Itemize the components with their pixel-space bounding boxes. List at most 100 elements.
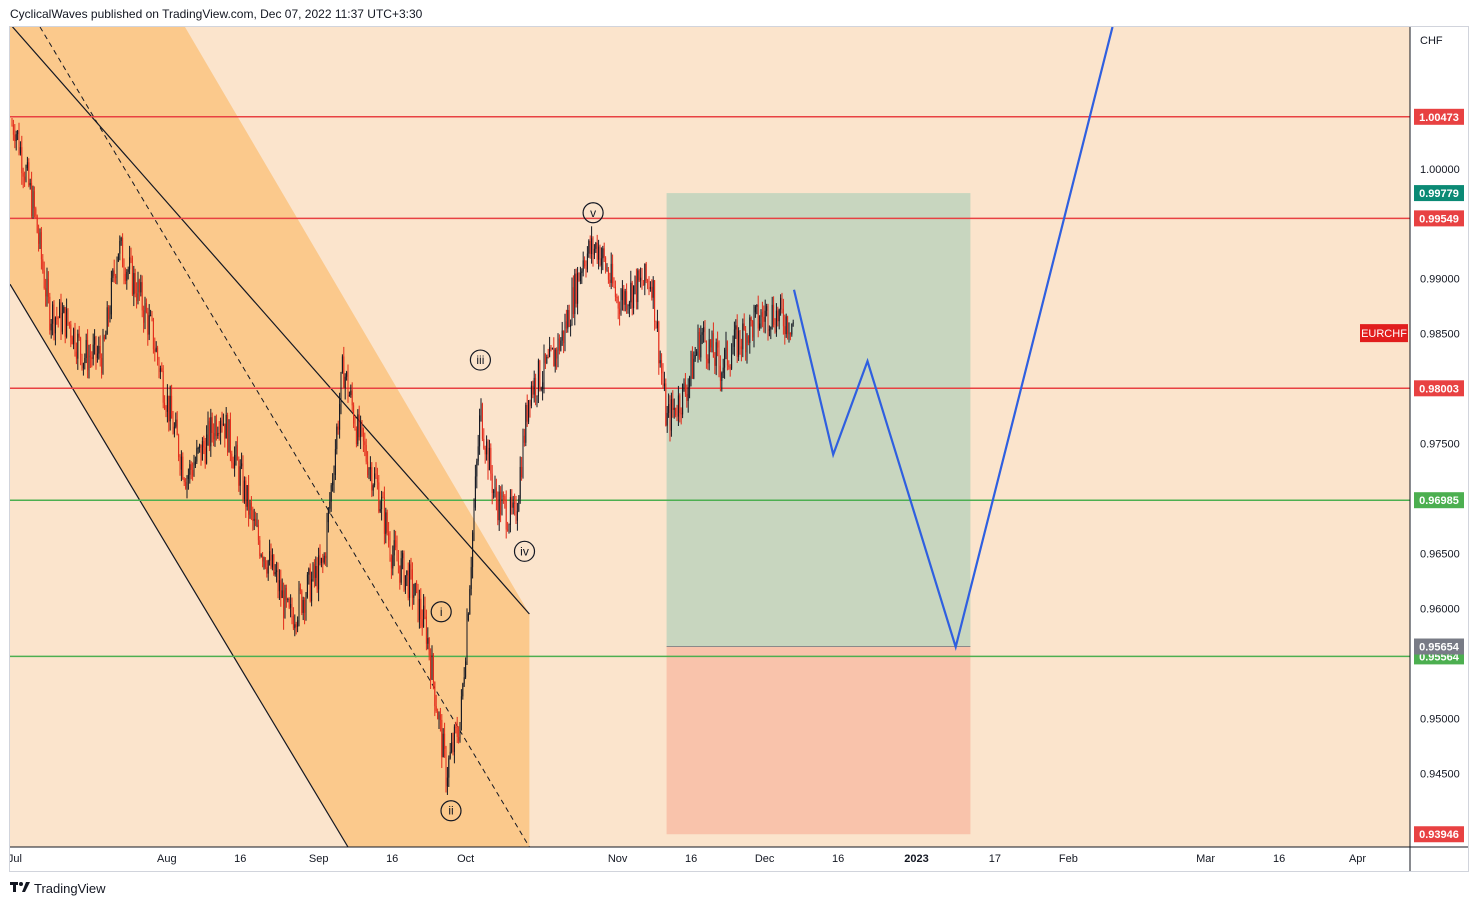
- wave-label-iv[interactable]: iv: [513, 540, 536, 562]
- candle-body: [165, 408, 167, 412]
- candle-body: [277, 570, 279, 592]
- candle-body: [85, 340, 87, 358]
- candle-body: [509, 497, 511, 525]
- candle-body: [487, 441, 489, 471]
- tradingview-logo-icon: [10, 881, 30, 892]
- stop-loss-zone[interactable]: [666, 646, 971, 835]
- candle-body: [150, 315, 152, 317]
- candle-body: [298, 587, 300, 621]
- candle-body: [101, 357, 103, 373]
- wave-label-iii[interactable]: iii: [469, 349, 491, 371]
- candle-body: [549, 347, 551, 358]
- candle-body: [319, 555, 321, 564]
- candle-body: [179, 457, 181, 470]
- candle-body: [752, 320, 754, 338]
- candle-body: [399, 565, 401, 583]
- candle-body: [348, 394, 350, 397]
- candle-body: [743, 323, 745, 330]
- symbol-tag[interactable]: EURCHF: [1361, 328, 1407, 340]
- candle-body: [427, 638, 429, 644]
- candle-body: [705, 341, 707, 359]
- candle-body: [131, 258, 133, 295]
- candle-body: [680, 412, 682, 415]
- candle-body: [115, 275, 117, 279]
- candle-body: [651, 286, 653, 298]
- x-tick-label: 16: [386, 853, 398, 865]
- candle-body: [264, 557, 266, 568]
- candle-body: [182, 456, 184, 479]
- channel-lower-line[interactable]: [10, 283, 349, 847]
- candle-body: [403, 553, 405, 590]
- candle-body: [91, 357, 93, 359]
- candle-body: [325, 555, 327, 559]
- candle-body: [518, 498, 520, 512]
- candle-body: [236, 444, 238, 461]
- candle-body: [784, 326, 786, 335]
- y-tick-label: 1.00000: [1420, 164, 1460, 176]
- candle-body: [313, 564, 315, 578]
- candle-body: [308, 568, 310, 575]
- candle-body: [127, 269, 129, 272]
- channel-median-line[interactable]: [39, 27, 530, 847]
- candle-body: [691, 353, 693, 379]
- candle-body: [168, 395, 170, 422]
- candle-body: [299, 587, 301, 591]
- candle-body: [719, 365, 721, 381]
- candle-body: [584, 260, 586, 267]
- entry-price-tag-bg: [1414, 638, 1464, 655]
- forecast-path[interactable]: [792, 27, 1114, 652]
- y-tick-label: 0.96000: [1420, 603, 1460, 615]
- candle-body: [143, 310, 145, 323]
- candle-body: [570, 324, 572, 327]
- candle-body: [14, 134, 16, 142]
- candle-body: [52, 304, 54, 324]
- candle-body: [59, 302, 61, 318]
- candle-body: [642, 284, 644, 286]
- candles-group: [11, 118, 794, 795]
- candle-body: [586, 253, 588, 270]
- x-tick-label: Apr: [1349, 853, 1366, 865]
- candle-body: [94, 336, 96, 345]
- wave-label-i[interactable]: i: [430, 601, 452, 623]
- stop-price-tag: 0.93946: [1419, 829, 1459, 841]
- wave-label-v[interactable]: v: [582, 202, 604, 224]
- candle-body: [761, 312, 763, 317]
- candle-body: [45, 288, 47, 297]
- candle-body: [43, 270, 45, 289]
- candle-body: [413, 595, 415, 598]
- candle-body: [704, 327, 706, 342]
- candle-body: [472, 532, 474, 568]
- candle-body: [672, 399, 674, 410]
- wave-label-ii[interactable]: ii: [440, 800, 462, 822]
- candle-body: [775, 310, 777, 333]
- candle-body: [591, 238, 593, 254]
- candle-body: [341, 356, 343, 373]
- candle-body: [462, 683, 464, 697]
- candle-body: [208, 421, 210, 447]
- candle-body: [175, 419, 177, 427]
- candle-body: [92, 344, 94, 359]
- target-price-tag-bg: [1414, 185, 1464, 202]
- tradingview-logo[interactable]: TradingView: [10, 881, 106, 896]
- candle-body: [406, 570, 408, 576]
- candle-body: [243, 480, 245, 500]
- candle-body: [592, 238, 594, 255]
- candle-body: [465, 661, 467, 678]
- candle-body: [498, 491, 500, 521]
- candle-body: [579, 272, 581, 281]
- candle-body: [543, 353, 545, 383]
- candle-body: [449, 751, 451, 759]
- candle-body: [565, 321, 567, 329]
- candle-body: [40, 232, 42, 260]
- candle-body: [605, 257, 607, 271]
- candle-body: [529, 400, 531, 406]
- candle-body: [546, 356, 548, 364]
- candle-body: [689, 376, 691, 388]
- candle-body: [654, 280, 656, 322]
- chart-frame[interactable]: i ii iii iv v EURCHF CHF 1.00000 0.99000 0.98500…: [8, 26, 1469, 872]
- profit-target-zone[interactable]: [666, 193, 971, 647]
- candle-body: [87, 340, 89, 371]
- candle-body: [589, 240, 591, 254]
- candle-body: [36, 215, 38, 233]
